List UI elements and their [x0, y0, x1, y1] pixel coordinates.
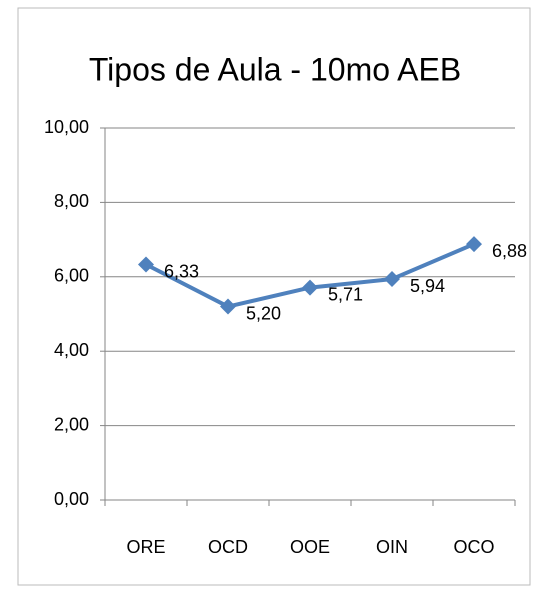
- marker: [466, 236, 482, 253]
- y-tick-label: 6,00: [54, 266, 89, 286]
- x-tick-label: OIN: [376, 537, 408, 557]
- x-tick-label: ORE: [126, 537, 165, 557]
- data-label: 6,88: [492, 241, 527, 261]
- y-tick-label: 10,00: [44, 117, 89, 137]
- marker: [302, 279, 318, 296]
- y-tick-label: 0,00: [54, 489, 89, 509]
- x-tick-label: OCD: [208, 537, 248, 557]
- x-tick-label: OOE: [290, 537, 330, 557]
- y-tick-label: 8,00: [54, 191, 89, 211]
- data-label: 5,20: [246, 303, 281, 323]
- data-label: 5,71: [328, 284, 363, 304]
- y-tick-label: 2,00: [54, 414, 89, 434]
- marker: [138, 256, 154, 273]
- data-label: 6,33: [164, 261, 199, 281]
- chart-title: Tipos de Aula - 10mo AEB: [89, 51, 461, 87]
- marker: [220, 298, 236, 315]
- x-tick-label: OCO: [453, 537, 494, 557]
- y-tick-label: 4,00: [54, 340, 89, 360]
- data-label: 5,94: [410, 276, 445, 296]
- marker: [384, 271, 400, 288]
